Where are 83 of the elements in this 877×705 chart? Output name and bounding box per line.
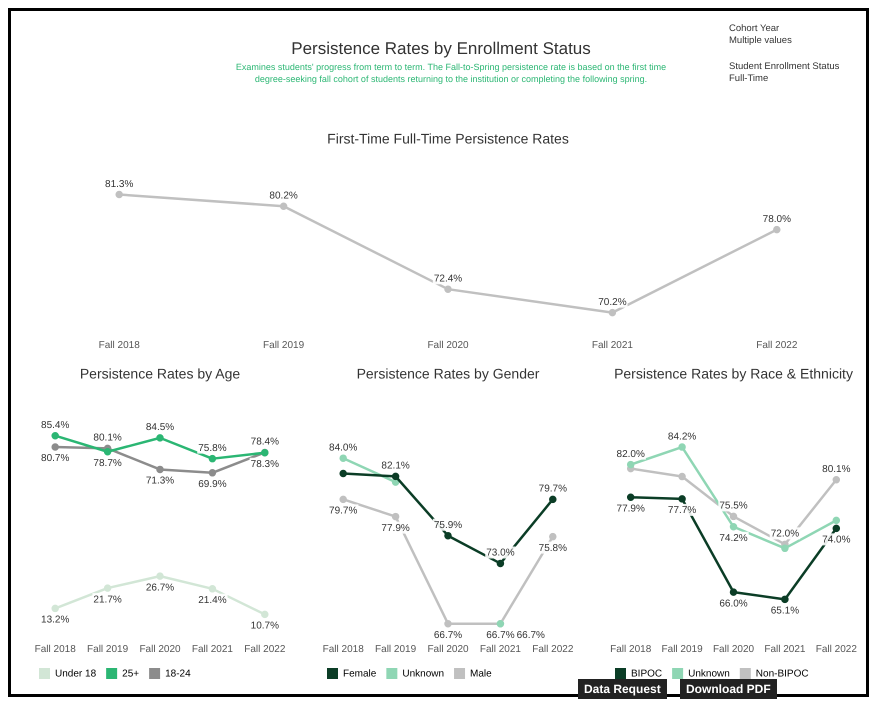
x-tick-label: Fall 2018 — [34, 644, 76, 655]
x-tick-label: Fall 2018 — [98, 340, 140, 351]
x-tick-label: Fall 2020 — [427, 644, 470, 655]
data-label: 78.7% — [93, 458, 122, 469]
data-label: 84.0% — [329, 442, 358, 454]
data-label: 75.9% — [434, 520, 462, 531]
chart-title: First-Time Full-Time Persistence Rates — [327, 130, 569, 146]
text: Download PDF — [680, 679, 777, 699]
legend-label: Non-BIPOC — [756, 668, 809, 680]
x-tick-label: Fall 2018 — [322, 644, 364, 655]
data-label: 80.1% — [93, 432, 122, 444]
data-label: 71.3% — [146, 476, 174, 487]
data-label: 13.2% — [41, 614, 70, 626]
data-label: 77.9% — [381, 522, 410, 534]
data-label: 77.7% — [668, 505, 696, 516]
data-label: 82.0% — [616, 448, 645, 460]
text: Persistence Rates by Enrollment Status — [291, 39, 591, 58]
chart-title: Persistence Rates by Race & Ethnicity — [614, 365, 853, 382]
x-tick-label: Fall 2020 — [712, 644, 755, 655]
x-tick-label: Fall 2020 — [427, 340, 470, 351]
legend-label: 25+ — [122, 668, 140, 680]
x-tick-label: Fall 2019 — [263, 340, 305, 351]
x-tick-label: Fall 2021 — [764, 644, 806, 655]
data-label: 80.2% — [269, 190, 298, 202]
legend-label: Unknown — [402, 668, 444, 680]
x-tick-label: Fall 2019 — [87, 644, 129, 655]
x-tick-label: Fall 2022 — [756, 340, 798, 351]
text: Full-Time — [729, 73, 770, 85]
data-label: 81.3% — [105, 178, 134, 190]
x-tick-label: Fall 2022 — [244, 644, 286, 655]
chart-title: Persistence Rates by Gender — [356, 365, 540, 382]
x-tick-label: Fall 2022 — [816, 644, 858, 655]
data-label: 75.8% — [198, 442, 227, 454]
data-label: 66.0% — [719, 598, 748, 610]
data-label: 74.2% — [719, 533, 748, 544]
data-label: 79.7% — [329, 506, 358, 517]
x-tick-label: Fall 2018 — [610, 644, 652, 655]
data-label: 77.9% — [616, 504, 645, 515]
data-label: 21.4% — [198, 595, 227, 606]
legend-label: Male — [470, 668, 492, 680]
data-label: 82.1% — [381, 460, 410, 472]
x-tick-label: Fall 2022 — [532, 644, 574, 655]
data-label: 66.7% — [516, 630, 546, 641]
legend-label: Under 18 — [55, 668, 97, 680]
data-label: 75.8% — [538, 542, 568, 554]
x-tick-label: Fall 2020 — [139, 644, 182, 655]
chart-title: Persistence Rates by Age — [80, 365, 240, 382]
text: Multiple values — [729, 35, 793, 47]
data-label: 75.5% — [719, 500, 748, 512]
data-label: 85.4% — [41, 420, 70, 431]
data-label: 10.7% — [250, 620, 280, 632]
text: Examines students' progress from term to term. The Fall-to-Spring persistence rate is based on the first time degree-seeking fall cohort of students returning to the institution or completing the following spring. — [234, 61, 668, 85]
data-label: 80.7% — [41, 453, 70, 464]
x-tick-label: Fall 2019 — [662, 644, 704, 655]
data-label: 79.7% — [538, 484, 568, 495]
legend-label: Female — [343, 668, 377, 680]
data-label: 69.9% — [198, 479, 227, 490]
text: Student Enrollment Status — [729, 61, 840, 73]
data-label: 84.5% — [146, 422, 174, 434]
legend-label: Unknown — [688, 668, 730, 680]
data-label: 74.0% — [822, 534, 851, 546]
data-label: 80.1% — [822, 464, 851, 475]
data-label: 78.4% — [250, 436, 280, 448]
x-tick-label: Fall 2021 — [592, 340, 634, 351]
data-label: 78.0% — [762, 214, 792, 225]
data-label: 70.2% — [598, 296, 627, 308]
data-label: 73.0% — [486, 548, 515, 559]
x-tick-label: Fall 2019 — [375, 644, 417, 655]
data-label: 78.3% — [250, 458, 280, 470]
data-label: 84.2% — [668, 431, 696, 442]
legend-label: BIPOC — [631, 668, 662, 680]
data-label: 66.7% — [434, 630, 462, 641]
text: Cohort Year — [729, 23, 780, 35]
legend-label: 18-24 — [165, 668, 192, 680]
data-label: 72.0% — [770, 528, 800, 540]
x-tick-label: Fall 2021 — [480, 644, 522, 655]
data-label: 66.7% — [486, 630, 515, 641]
text: Data Request — [578, 679, 667, 699]
x-tick-label: Fall 2021 — [192, 644, 234, 655]
data-label: 26.7% — [146, 582, 174, 594]
data-label: 21.7% — [93, 594, 122, 606]
data-label: 65.1% — [770, 606, 800, 617]
data-label: 72.4% — [434, 273, 462, 284]
